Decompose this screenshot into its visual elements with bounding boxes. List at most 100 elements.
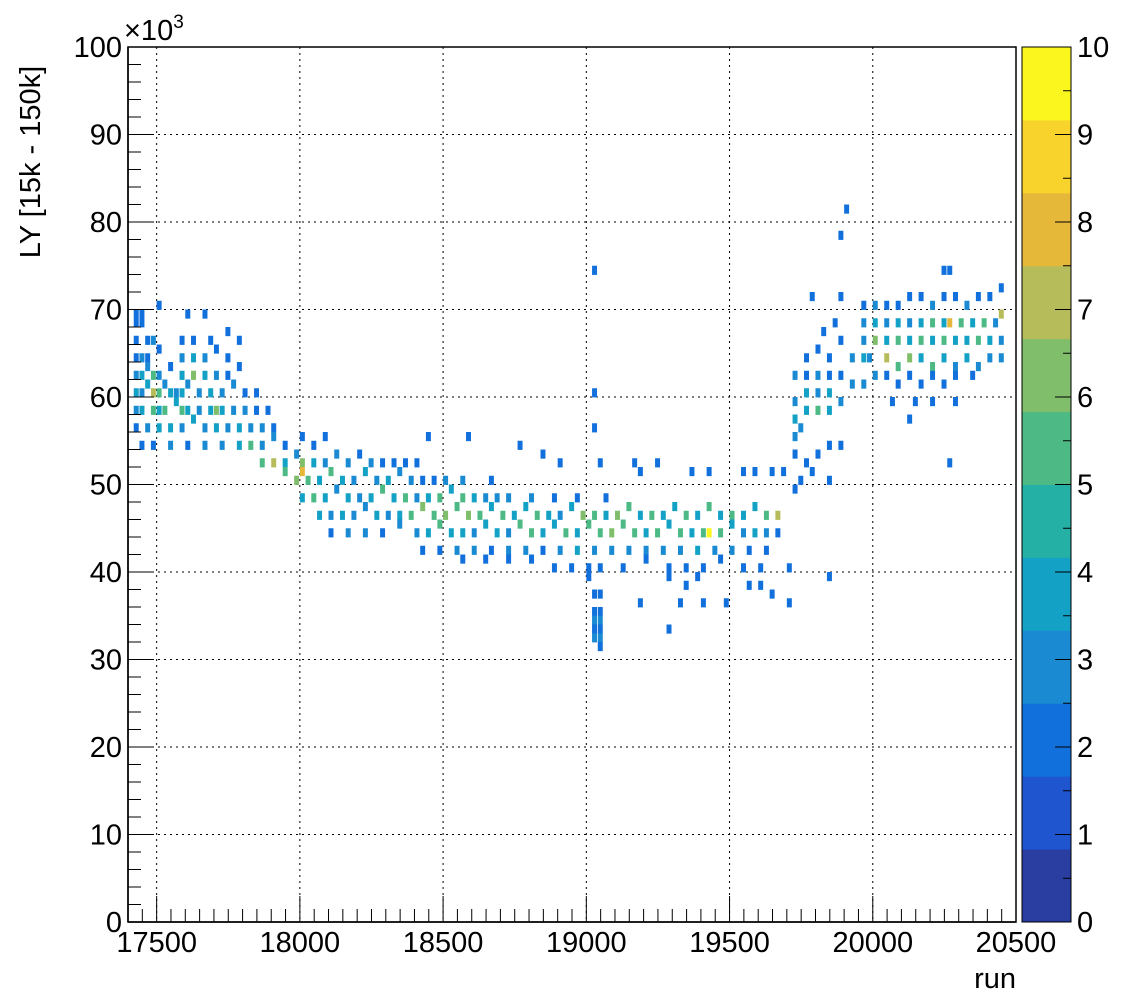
x-tick-label: 18000 — [260, 927, 341, 959]
heatmap-cell — [242, 405, 248, 415]
heatmap-cell — [729, 519, 735, 529]
heatmap-cell — [580, 510, 586, 520]
heatmap-cell — [815, 344, 821, 354]
heatmap-cell — [145, 379, 151, 389]
heatmap-cell — [637, 467, 643, 477]
heatmap-cell — [150, 405, 156, 415]
heatmap-cell — [884, 300, 890, 310]
heatmap-cell — [666, 624, 672, 634]
heatmap-cell — [368, 493, 374, 503]
heatmap-cell — [334, 449, 340, 459]
heatmap-cell — [626, 545, 632, 555]
heatmap-cell — [523, 545, 529, 555]
heatmap-cell — [454, 502, 460, 512]
heatmap-cell — [139, 353, 145, 363]
x-tick-label: 20500 — [976, 927, 1057, 959]
heatmap-cell — [649, 510, 655, 520]
heatmap-cell — [362, 528, 368, 538]
heatmap-cell — [443, 475, 449, 485]
heatmap-cell — [907, 414, 913, 424]
heatmap-cell — [729, 545, 735, 555]
heatmap-cell — [368, 458, 374, 468]
heatmap-cell — [179, 335, 185, 345]
heatmap-cell — [179, 388, 185, 398]
heatmap-cell — [540, 545, 546, 555]
heatmap-cell — [294, 449, 300, 459]
heatmap-cell — [597, 633, 603, 643]
heatmap-cell — [861, 300, 867, 310]
heatmap-cell — [683, 580, 689, 590]
heatmap-cell — [294, 475, 300, 485]
heatmap-cell — [460, 493, 466, 503]
heatmap-cell — [952, 397, 958, 407]
heatmap-cell — [466, 510, 471, 520]
heatmap-cell — [826, 440, 832, 450]
y-tick-label: 20 — [90, 732, 122, 764]
heatmap-cell — [529, 554, 535, 564]
heatmap-cell — [741, 563, 746, 573]
heatmap-cell — [557, 458, 563, 468]
heatmap-cell — [265, 405, 271, 415]
heatmap-cell — [592, 615, 598, 625]
heatmap-cell — [660, 545, 666, 555]
heatmap-cell — [838, 440, 844, 450]
heatmap-cell — [139, 405, 145, 415]
heatmap-cell — [414, 493, 420, 503]
heatmap-cell — [683, 510, 689, 520]
heatmap-cell — [861, 318, 867, 328]
heatmap-cell — [551, 519, 557, 529]
heatmap-cell — [168, 362, 174, 372]
heatmap-cell — [763, 510, 769, 520]
heatmap-cell — [191, 370, 197, 380]
heatmap-cell — [213, 370, 219, 380]
heatmap-cell — [769, 467, 775, 477]
x-axis-title: run — [974, 963, 1016, 995]
heatmap-cell — [517, 519, 523, 529]
colorbar-tick-label: 0 — [1077, 907, 1093, 939]
heatmap-cell — [179, 405, 185, 415]
heatmap-cell — [666, 519, 672, 529]
colorbar-tick-label: 1 — [1077, 820, 1093, 852]
heatmap-cell — [357, 449, 363, 459]
heatmap-cell — [918, 379, 924, 389]
heatmap-cell — [139, 440, 145, 450]
heatmap-cell — [655, 528, 661, 538]
heatmap-cell — [271, 432, 277, 442]
heatmap-cell — [374, 475, 380, 485]
heatmap-cell — [792, 397, 798, 407]
heatmap-cell — [752, 528, 758, 538]
heatmap-cell — [483, 554, 489, 564]
x-axis: 17500 18000 18500 19000 19500 20000 20500 — [116, 896, 1056, 959]
heatmap-cell — [592, 589, 598, 599]
heatmap-cell — [804, 370, 810, 380]
heatmap-cell — [185, 309, 191, 319]
heatmap-cell — [907, 353, 913, 363]
heatmap-cell — [454, 545, 460, 555]
heatmap-cell — [511, 510, 517, 520]
heatmap-cell — [700, 563, 706, 573]
heatmap-cell — [488, 475, 494, 485]
heatmap-cell — [317, 475, 323, 485]
heatmap-cell — [872, 300, 878, 310]
heatmap-cell — [397, 510, 403, 520]
heatmap-cell — [975, 362, 981, 372]
heatmap-cell — [964, 300, 970, 310]
heatmap-cell — [655, 458, 661, 468]
heatmap-cell — [145, 335, 151, 345]
heatmap-cell — [546, 510, 552, 520]
colorbar-tick-label: 4 — [1077, 557, 1093, 589]
heatmap-cell — [328, 528, 334, 538]
heatmap-cell — [569, 502, 575, 512]
heatmap-cell — [872, 370, 878, 380]
heatmap-cell — [150, 388, 156, 398]
heatmap-cell — [162, 405, 168, 415]
y-tick-label: 10 — [90, 820, 122, 852]
heatmap-cell — [952, 292, 958, 302]
heatmap-cell — [529, 528, 535, 538]
y-tick-label: 80 — [90, 207, 122, 239]
heatmap-cell — [133, 335, 139, 345]
heatmap-cell — [930, 370, 936, 380]
heatmap-cell — [259, 440, 265, 450]
heatmap-cell — [133, 388, 139, 398]
heatmap-cell — [202, 353, 208, 363]
